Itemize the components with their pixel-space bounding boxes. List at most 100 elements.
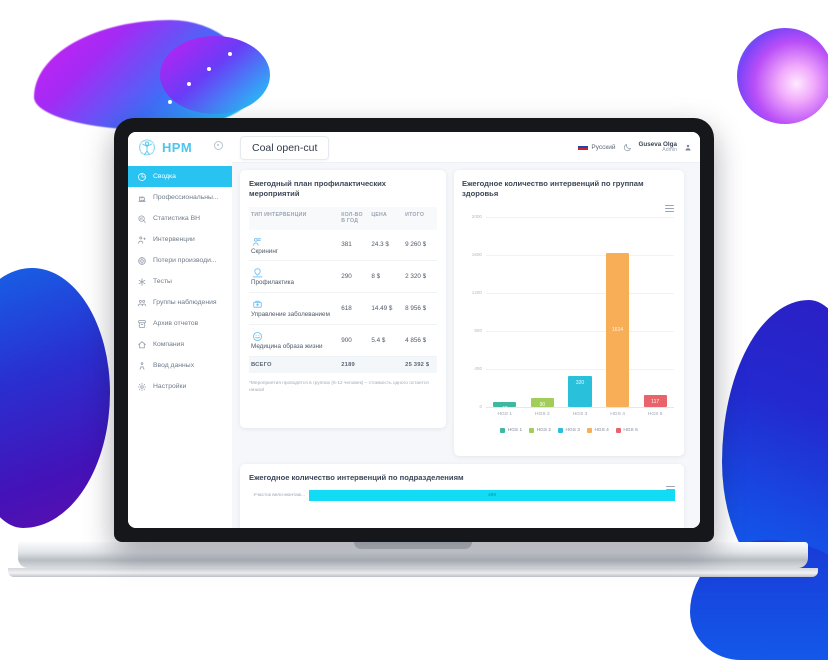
laptop-base-edge (8, 568, 818, 577)
intervention-name: Управление заболеванием (251, 311, 330, 319)
legend-item[interactable]: HGS 2 (529, 427, 552, 433)
bar-value-label: 90 (539, 401, 546, 408)
sidebar-item-7[interactable]: Группы наблюдения (128, 292, 232, 313)
division-bar-rows: Участок вело-монтаж... 489 (249, 490, 675, 502)
sidebar-item-11[interactable]: Настройки (128, 376, 232, 397)
intervention-qty: 381 (339, 229, 370, 262)
legend-item[interactable]: HGS 4 (586, 427, 609, 433)
chart-bar[interactable]: 1614 (605, 253, 630, 407)
user-info[interactable]: Guseva Olga Admin (639, 141, 678, 154)
plan-column-header: Итого (403, 206, 437, 230)
total-sum: 25 392 $ (403, 356, 437, 373)
intervention-qty: 290 (339, 260, 370, 294)
intervention-price: 8 $ (369, 260, 404, 294)
plan-column-header: Кол-во в год (339, 206, 370, 230)
sidebar-item-8[interactable]: Архив отчетов (128, 313, 232, 334)
plan-table-row[interactable]: Управление заболеванием 618 14.49 $8 956 $ (249, 292, 437, 326)
tab-coal-open-cut[interactable]: Coal open-cut (240, 136, 330, 160)
moon-icon[interactable] (623, 143, 632, 152)
sidebar-item-6[interactable]: Тесты (128, 271, 232, 292)
y-axis-tick: 1600 (471, 251, 482, 257)
legend-item[interactable]: HGS 3 (558, 427, 580, 433)
language-label: Русский (591, 143, 616, 151)
factory-icon (137, 193, 147, 203)
chart-legend: HGS 1 HGS 2 HGS 3 HGS 4 HGS 5 (462, 427, 676, 433)
legend-swatch (558, 427, 564, 433)
chart-gridline (486, 406, 674, 408)
laptop-screen: HPM Coal open-cut Русский (128, 132, 700, 528)
tab-label: Coal open-cut (252, 142, 318, 154)
main-content: Ежегодный план профилактических мероприя… (232, 162, 700, 528)
chart-gridline (486, 368, 674, 370)
chart-magnifier-icon (137, 214, 147, 224)
y-axis-tick: 1200 (471, 289, 482, 295)
hgs-chart-title: Ежегодное количество интервенций по груп… (462, 179, 644, 199)
sidebar-item-1[interactable]: Сводка (128, 166, 232, 187)
division-bar[interactable]: 489 (309, 490, 675, 502)
sidebar-item-4[interactable]: Интервенции (128, 229, 232, 250)
legend-item[interactable]: HGS 1 (500, 427, 523, 433)
chart-bar[interactable]: 320 (568, 376, 592, 407)
user-icon[interactable] (684, 143, 692, 152)
plan-table-row[interactable]: Профилактика 290 8 $2 320 $ (249, 260, 437, 294)
sidebar-item-5[interactable]: Потери производи... (128, 250, 232, 271)
chart-bar[interactable]: 48 (493, 401, 517, 412)
legend-swatch (615, 427, 621, 433)
plan-card-title: Ежегодный план профилактических мероприя… (249, 179, 387, 199)
division-chart-title: Ежегодное количество интервенций по подр… (249, 473, 464, 482)
plan-table-row[interactable]: Медицина образа жизни 900 5.4 $4 856 $ (249, 324, 437, 357)
x-axis-tick: HGS 1 (497, 411, 513, 417)
sidebar-item-label: Архив отчетов (153, 320, 199, 327)
total-label: Всего (249, 356, 340, 373)
sidebar-item-3[interactable]: Статистика ВН (128, 208, 232, 229)
chart-bar[interactable]: 117 (643, 395, 667, 407)
intervention-total: 8 956 $ (403, 292, 437, 326)
chart-gridline (486, 216, 674, 218)
legend-label: HGS 1 (507, 427, 523, 433)
y-axis-tick: 800 (474, 327, 482, 333)
sidebar-item-label: Интервенции (153, 236, 195, 243)
bar-value-label: 1614 (612, 326, 624, 333)
intervention-total: 2 320 $ (403, 260, 437, 294)
data-entry-icon (137, 361, 147, 371)
intervention-price: 24.3 $ (369, 229, 404, 262)
intervention-total: 9 260 $ (403, 229, 437, 262)
sidebar-item-label: Статистика ВН (153, 215, 201, 222)
settings-gear-icon (137, 382, 147, 392)
plan-table-row[interactable]: Скрининг 381 24.3 $9 260 $ (249, 229, 437, 262)
sidebar-item-2[interactable]: Профессиональны... (128, 187, 232, 208)
hgs-bar-chart: 0 400 800 1200 1600 2000 48 HGS 1 90 HGS 2 320 HGS … (462, 204, 676, 443)
legend-label: HGS 2 (536, 427, 552, 433)
chart-bar[interactable]: 90 (530, 397, 555, 408)
sidebar-item-label: Профессиональны... (153, 194, 219, 201)
legend-item[interactable]: HGS 5 (615, 427, 638, 433)
division-value: 489 (487, 493, 496, 499)
sidebar-item-9[interactable]: Компания (128, 334, 232, 355)
division-label: Участок вело-монтаж... (253, 493, 305, 499)
intervention-name: Скрининг (251, 247, 279, 255)
brand-name: HPM (162, 139, 193, 155)
y-axis-tick: 0 (479, 403, 482, 409)
x-axis-tick: HGS 3 (572, 411, 588, 417)
bar-value-label: 320 (575, 380, 585, 387)
chart-gridline (486, 330, 674, 332)
archive-icon (137, 319, 147, 329)
asterisk-icon (137, 277, 147, 287)
division-bar-track: 489 (309, 490, 675, 502)
sidebar-nav: Сводка Профессиональны... Статистика ВН Инт… (128, 162, 232, 528)
sidebar-item-10[interactable]: Ввод данных (128, 355, 232, 376)
intervention-name: Медицина образа жизни (251, 343, 323, 351)
sidebar-item-label: Группы наблюдения (153, 299, 217, 306)
hamburger-menu-icon[interactable] (665, 204, 674, 212)
user-role: Admin (662, 146, 677, 153)
intervention-qty: 900 (339, 324, 370, 357)
x-axis-tick: HGS 2 (535, 411, 550, 417)
y-axis-tick: 2000 (471, 213, 482, 219)
disease-mgmt-icon (251, 298, 264, 311)
gear-icon[interactable] (214, 141, 223, 150)
prevention-icon (251, 266, 264, 279)
plan-total-row: Всего 2189 25 392 $ (249, 356, 437, 373)
vitruvian-man-icon (139, 139, 155, 156)
language-switcher[interactable]: Русский (578, 143, 616, 151)
